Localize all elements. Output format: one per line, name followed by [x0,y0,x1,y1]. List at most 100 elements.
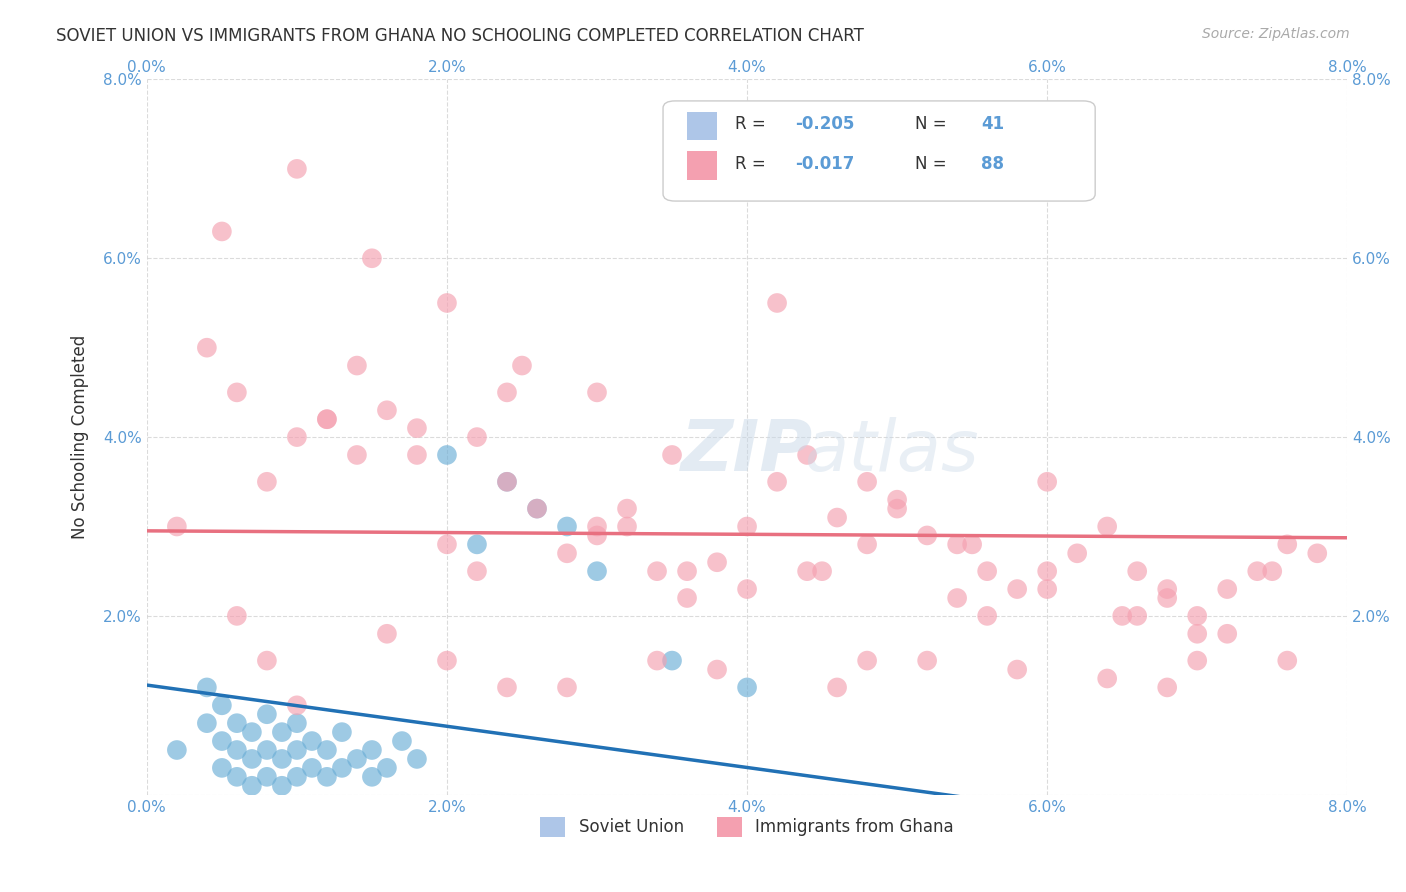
Point [676,564,699,578]
Point [225,743,247,757]
Point [796,564,818,578]
Point [256,707,278,722]
Point [526,501,548,516]
Point [825,510,848,524]
Point [616,501,638,516]
Point [225,385,247,400]
Point [285,743,308,757]
Point [1187,627,1209,641]
Point [616,519,638,533]
Point [555,519,578,533]
Point [225,716,247,731]
Point [391,734,413,748]
Point [1306,546,1329,560]
Point [240,779,263,793]
Text: SOVIET UNION VS IMMIGRANTS FROM GHANA NO SCHOOLING COMPLETED CORRELATION CHART: SOVIET UNION VS IMMIGRANTS FROM GHANA NO… [56,27,865,45]
Point [645,564,668,578]
Point [346,359,368,373]
Point [361,770,384,784]
Text: R =: R = [735,155,770,173]
Point [195,681,218,695]
Point [195,341,218,355]
Point [1246,564,1268,578]
Point [856,475,879,489]
Point [465,537,488,551]
Point [1156,591,1178,605]
Point [256,743,278,757]
Point [586,519,609,533]
Point [436,654,458,668]
Point [375,761,398,775]
Point [526,501,548,516]
Point [1156,582,1178,596]
Point [661,448,683,462]
Point [316,770,339,784]
Point [361,252,384,266]
Point [240,752,263,766]
Point [166,743,188,757]
Text: N =: N = [915,155,952,173]
Point [465,564,488,578]
Point [271,779,294,793]
Point [375,627,398,641]
Point [1187,608,1209,623]
Text: R =: R = [735,115,770,133]
Point [346,448,368,462]
Point [225,608,247,623]
Point [211,224,233,238]
Point [361,743,384,757]
Point [1126,564,1149,578]
Point [285,430,308,444]
Point [1261,564,1284,578]
Point [256,770,278,784]
Point [766,296,789,310]
Point [661,654,683,668]
Point [856,537,879,551]
Text: 41: 41 [981,115,1004,133]
Point [211,698,233,713]
Point [825,681,848,695]
Point [976,564,998,578]
Point [735,582,758,596]
Point [1216,627,1239,641]
FancyBboxPatch shape [664,101,1095,201]
Text: 88: 88 [981,155,1004,173]
Point [375,403,398,417]
Point [1066,546,1088,560]
Point [796,448,818,462]
Point [316,412,339,426]
Point [1005,663,1028,677]
Point [706,555,728,569]
Point [1036,582,1059,596]
Point [406,448,429,462]
Point [645,654,668,668]
Text: atlas: atlas [804,417,979,486]
Text: N =: N = [915,115,952,133]
Point [496,681,519,695]
Point [285,716,308,731]
Point [330,725,353,739]
Point [555,681,578,695]
Point [886,492,908,507]
Point [1036,564,1059,578]
Legend: Soviet Union, Immigrants from Ghana: Soviet Union, Immigrants from Ghana [533,810,960,844]
Point [915,654,938,668]
Text: ZIP: ZIP [681,417,813,486]
Point [1036,475,1059,489]
Point [166,519,188,533]
Point [735,681,758,695]
Point [240,725,263,739]
Point [285,698,308,713]
Point [676,591,699,605]
Point [225,770,247,784]
Text: -0.205: -0.205 [794,115,855,133]
Point [886,501,908,516]
Point [330,761,353,775]
Point [436,537,458,551]
Point [436,448,458,462]
FancyBboxPatch shape [688,112,717,140]
Point [496,475,519,489]
Point [735,519,758,533]
Point [1126,608,1149,623]
Point [946,591,969,605]
